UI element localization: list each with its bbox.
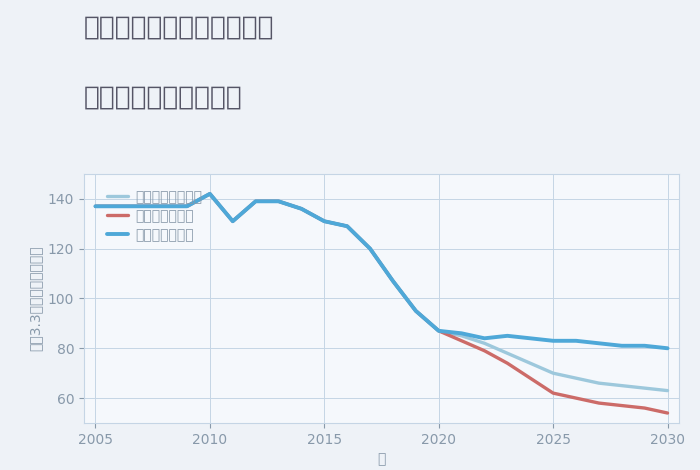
グッドシナリオ — [595, 340, 603, 346]
ノーマルシナリオ — [617, 383, 626, 388]
グッドシナリオ — [183, 204, 191, 209]
バッドシナリオ — [389, 278, 397, 284]
ノーマルシナリオ — [206, 191, 214, 196]
ノーマルシナリオ — [366, 246, 375, 251]
バッドシナリオ — [640, 405, 649, 411]
ノーマルシナリオ — [343, 223, 351, 229]
ノーマルシナリオ — [412, 308, 420, 314]
ノーマルシナリオ — [183, 204, 191, 209]
ノーマルシナリオ — [91, 204, 99, 209]
グッドシナリオ — [298, 206, 306, 212]
グッドシナリオ — [457, 330, 466, 336]
バッドシナリオ — [457, 338, 466, 344]
グッドシナリオ — [412, 308, 420, 314]
Text: 兵庫県三木市別所町石野の: 兵庫県三木市別所町石野の — [84, 14, 274, 40]
グッドシナリオ — [572, 338, 580, 344]
グッドシナリオ — [206, 191, 214, 196]
バッドシナリオ — [183, 204, 191, 209]
Line: グッドシナリオ: グッドシナリオ — [95, 194, 668, 348]
バッドシナリオ — [320, 219, 328, 224]
ノーマルシナリオ — [228, 219, 237, 224]
ノーマルシナリオ — [160, 204, 168, 209]
グッドシナリオ — [160, 204, 168, 209]
バッドシナリオ — [366, 246, 375, 251]
バッドシナリオ — [91, 204, 99, 209]
グッドシナリオ — [366, 246, 375, 251]
Line: バッドシナリオ: バッドシナリオ — [95, 194, 668, 413]
グッドシナリオ — [503, 333, 512, 338]
グッドシナリオ — [664, 345, 672, 351]
バッドシナリオ — [664, 410, 672, 416]
バッドシナリオ — [137, 204, 146, 209]
グッドシナリオ — [274, 198, 283, 204]
バッドシナリオ — [274, 198, 283, 204]
Text: 中古戸建ての価格推移: 中古戸建ての価格推移 — [84, 85, 243, 110]
ノーマルシナリオ — [457, 333, 466, 338]
ノーマルシナリオ — [114, 204, 122, 209]
バッドシナリオ — [572, 395, 580, 401]
グッドシナリオ — [435, 328, 443, 334]
グッドシナリオ — [549, 338, 557, 344]
ノーマルシナリオ — [480, 340, 489, 346]
ノーマルシナリオ — [251, 198, 260, 204]
グッドシナリオ — [114, 204, 122, 209]
ノーマルシナリオ — [298, 206, 306, 212]
グッドシナリオ — [251, 198, 260, 204]
ノーマルシナリオ — [274, 198, 283, 204]
グッドシナリオ — [640, 343, 649, 349]
グッドシナリオ — [91, 204, 99, 209]
グッドシナリオ — [617, 343, 626, 349]
ノーマルシナリオ — [549, 370, 557, 376]
バッドシナリオ — [595, 400, 603, 406]
ノーマルシナリオ — [389, 278, 397, 284]
グッドシナリオ — [228, 219, 237, 224]
ノーマルシナリオ — [526, 360, 535, 366]
ノーマルシナリオ — [572, 376, 580, 381]
バッドシナリオ — [435, 328, 443, 334]
バッドシナリオ — [549, 390, 557, 396]
バッドシナリオ — [114, 204, 122, 209]
バッドシナリオ — [412, 308, 420, 314]
Line: ノーマルシナリオ: ノーマルシナリオ — [95, 194, 668, 391]
バッドシナリオ — [343, 223, 351, 229]
バッドシナリオ — [228, 219, 237, 224]
ノーマルシナリオ — [320, 219, 328, 224]
バッドシナリオ — [526, 376, 535, 381]
グッドシナリオ — [320, 219, 328, 224]
ノーマルシナリオ — [595, 380, 603, 386]
ノーマルシナリオ — [137, 204, 146, 209]
バッドシナリオ — [160, 204, 168, 209]
グッドシナリオ — [480, 336, 489, 341]
グッドシナリオ — [526, 336, 535, 341]
バッドシナリオ — [251, 198, 260, 204]
バッドシナリオ — [206, 191, 214, 196]
バッドシナリオ — [298, 206, 306, 212]
ノーマルシナリオ — [503, 351, 512, 356]
グッドシナリオ — [389, 278, 397, 284]
グッドシナリオ — [137, 204, 146, 209]
X-axis label: 年: 年 — [377, 452, 386, 466]
バッドシナリオ — [480, 348, 489, 353]
Legend: ノーマルシナリオ, バッドシナリオ, グッドシナリオ: ノーマルシナリオ, バッドシナリオ, グッドシナリオ — [103, 186, 206, 246]
バッドシナリオ — [503, 360, 512, 366]
グッドシナリオ — [343, 223, 351, 229]
バッドシナリオ — [617, 403, 626, 408]
ノーマルシナリオ — [435, 328, 443, 334]
ノーマルシナリオ — [640, 385, 649, 391]
Y-axis label: 坪（3.3㎡）単価（万円）: 坪（3.3㎡）単価（万円） — [28, 246, 42, 351]
ノーマルシナリオ — [664, 388, 672, 393]
